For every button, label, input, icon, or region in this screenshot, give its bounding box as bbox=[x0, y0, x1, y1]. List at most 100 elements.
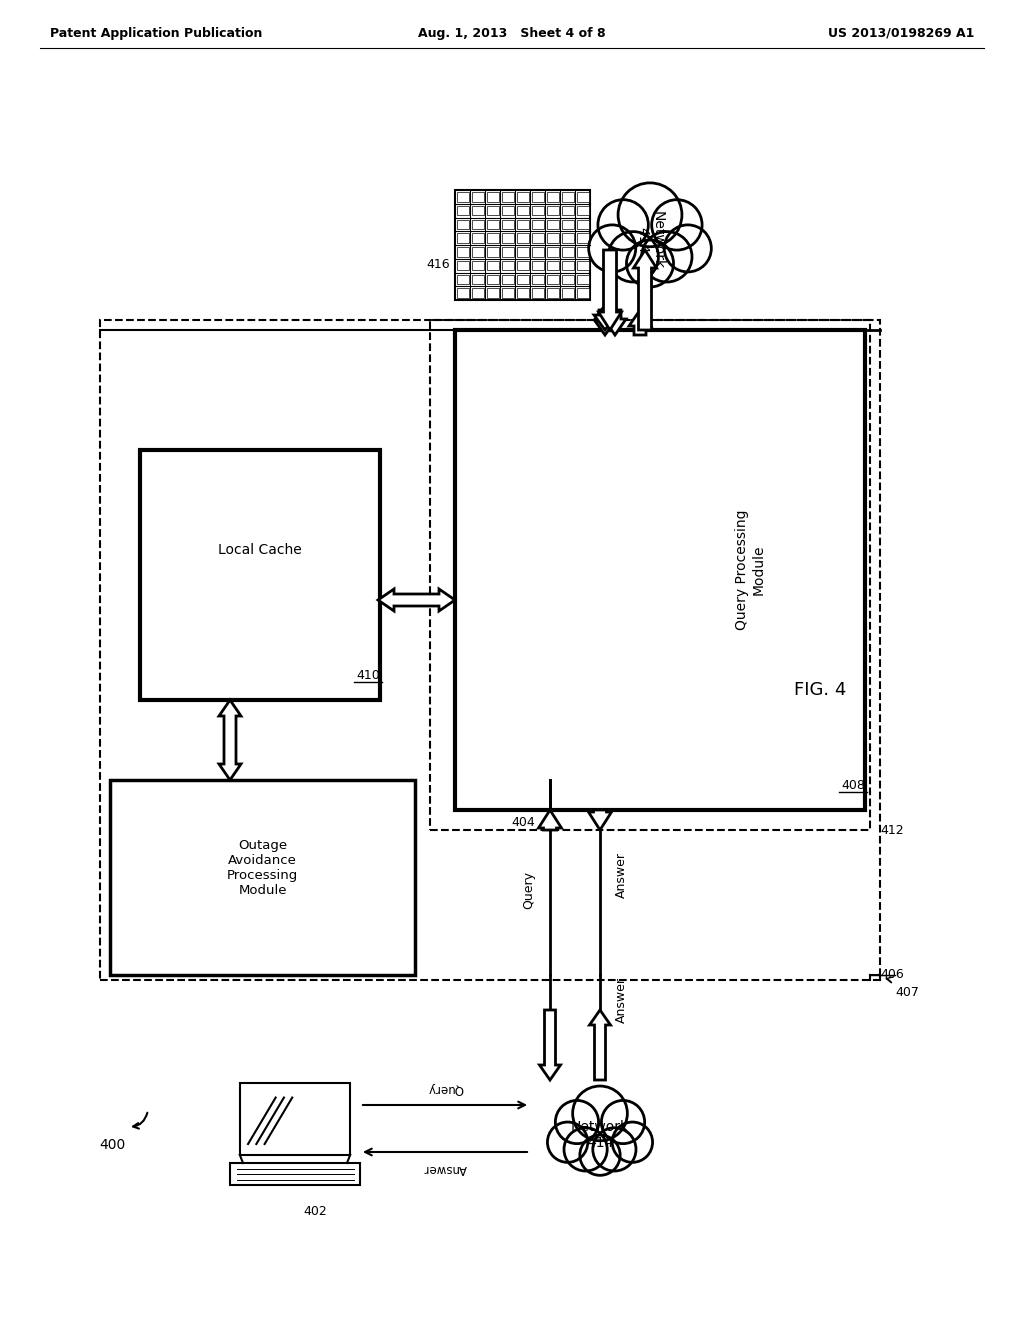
Bar bbox=[577, 219, 589, 230]
Polygon shape bbox=[629, 310, 651, 335]
Bar bbox=[577, 247, 589, 256]
Bar bbox=[561, 275, 573, 284]
Polygon shape bbox=[598, 249, 622, 330]
Bar bbox=[561, 247, 573, 256]
Bar bbox=[455, 190, 590, 300]
Bar bbox=[502, 275, 513, 284]
Bar bbox=[486, 193, 499, 202]
Circle shape bbox=[612, 1122, 652, 1163]
Polygon shape bbox=[219, 700, 241, 780]
Text: 416: 416 bbox=[426, 259, 450, 272]
Circle shape bbox=[618, 183, 682, 247]
Bar bbox=[230, 1163, 360, 1185]
Bar bbox=[471, 219, 483, 230]
Bar bbox=[457, 193, 469, 202]
Bar bbox=[502, 234, 513, 243]
Text: 407: 407 bbox=[895, 986, 919, 998]
Bar bbox=[486, 247, 499, 256]
Text: Network
414: Network 414 bbox=[635, 211, 666, 269]
Bar bbox=[531, 275, 544, 284]
Polygon shape bbox=[634, 249, 656, 330]
Circle shape bbox=[642, 231, 692, 282]
Bar bbox=[516, 234, 528, 243]
Text: US 2013/0198269 A1: US 2013/0198269 A1 bbox=[827, 26, 974, 40]
Bar bbox=[561, 288, 573, 298]
Polygon shape bbox=[604, 310, 626, 335]
Text: Patent Application Publication: Patent Application Publication bbox=[50, 26, 262, 40]
Bar bbox=[547, 234, 558, 243]
Bar bbox=[486, 288, 499, 298]
Text: Local Cache: Local Cache bbox=[218, 543, 302, 557]
Bar bbox=[486, 219, 499, 230]
Bar bbox=[502, 193, 513, 202]
Bar bbox=[531, 288, 544, 298]
Circle shape bbox=[564, 1127, 607, 1171]
Bar bbox=[531, 206, 544, 215]
Bar bbox=[516, 275, 528, 284]
Text: Answer: Answer bbox=[615, 851, 628, 898]
Bar bbox=[457, 288, 469, 298]
Bar bbox=[516, 206, 528, 215]
Bar bbox=[240, 1084, 350, 1155]
Bar bbox=[457, 247, 469, 256]
Bar bbox=[577, 275, 589, 284]
Bar bbox=[471, 206, 483, 215]
Bar bbox=[471, 234, 483, 243]
Text: 400: 400 bbox=[99, 1138, 125, 1152]
Text: Answer: Answer bbox=[615, 977, 628, 1023]
Bar bbox=[577, 193, 589, 202]
Polygon shape bbox=[590, 1010, 610, 1080]
Polygon shape bbox=[595, 305, 615, 335]
Bar bbox=[516, 288, 528, 298]
Circle shape bbox=[548, 1122, 588, 1163]
Polygon shape bbox=[540, 1010, 560, 1080]
Text: Answer: Answer bbox=[423, 1162, 467, 1175]
Bar bbox=[502, 247, 513, 256]
Bar bbox=[531, 193, 544, 202]
Bar bbox=[471, 261, 483, 271]
Bar bbox=[110, 780, 415, 975]
Bar bbox=[547, 193, 558, 202]
Bar bbox=[561, 234, 573, 243]
Circle shape bbox=[580, 1135, 621, 1175]
Bar bbox=[547, 206, 558, 215]
Bar bbox=[516, 193, 528, 202]
Bar bbox=[531, 261, 544, 271]
Bar bbox=[577, 261, 589, 271]
Bar bbox=[531, 234, 544, 243]
Bar bbox=[502, 261, 513, 271]
Text: Aug. 1, 2013   Sheet 4 of 8: Aug. 1, 2013 Sheet 4 of 8 bbox=[418, 26, 606, 40]
Text: 402: 402 bbox=[303, 1205, 327, 1218]
Text: 404: 404 bbox=[511, 816, 535, 829]
Bar bbox=[547, 247, 558, 256]
Circle shape bbox=[555, 1101, 599, 1143]
Bar bbox=[140, 450, 380, 700]
Polygon shape bbox=[589, 810, 611, 830]
Bar bbox=[471, 193, 483, 202]
Bar bbox=[486, 275, 499, 284]
Bar bbox=[561, 219, 573, 230]
Polygon shape bbox=[378, 589, 455, 611]
Bar bbox=[486, 234, 499, 243]
Bar bbox=[100, 319, 880, 979]
Circle shape bbox=[598, 199, 648, 249]
Bar bbox=[457, 234, 469, 243]
Circle shape bbox=[572, 1086, 628, 1140]
Bar bbox=[547, 219, 558, 230]
Bar bbox=[561, 193, 573, 202]
Text: Query Processing
Module: Query Processing Module bbox=[735, 510, 765, 630]
Bar bbox=[577, 288, 589, 298]
Bar bbox=[502, 219, 513, 230]
Bar bbox=[486, 206, 499, 215]
Circle shape bbox=[627, 240, 674, 286]
Bar bbox=[516, 247, 528, 256]
Bar bbox=[430, 319, 870, 830]
Bar bbox=[455, 330, 865, 810]
Circle shape bbox=[608, 231, 658, 282]
Bar bbox=[502, 206, 513, 215]
Bar bbox=[486, 261, 499, 271]
Circle shape bbox=[601, 1101, 645, 1143]
Bar bbox=[561, 206, 573, 215]
Text: FIG. 4: FIG. 4 bbox=[794, 681, 846, 700]
Circle shape bbox=[651, 199, 702, 249]
